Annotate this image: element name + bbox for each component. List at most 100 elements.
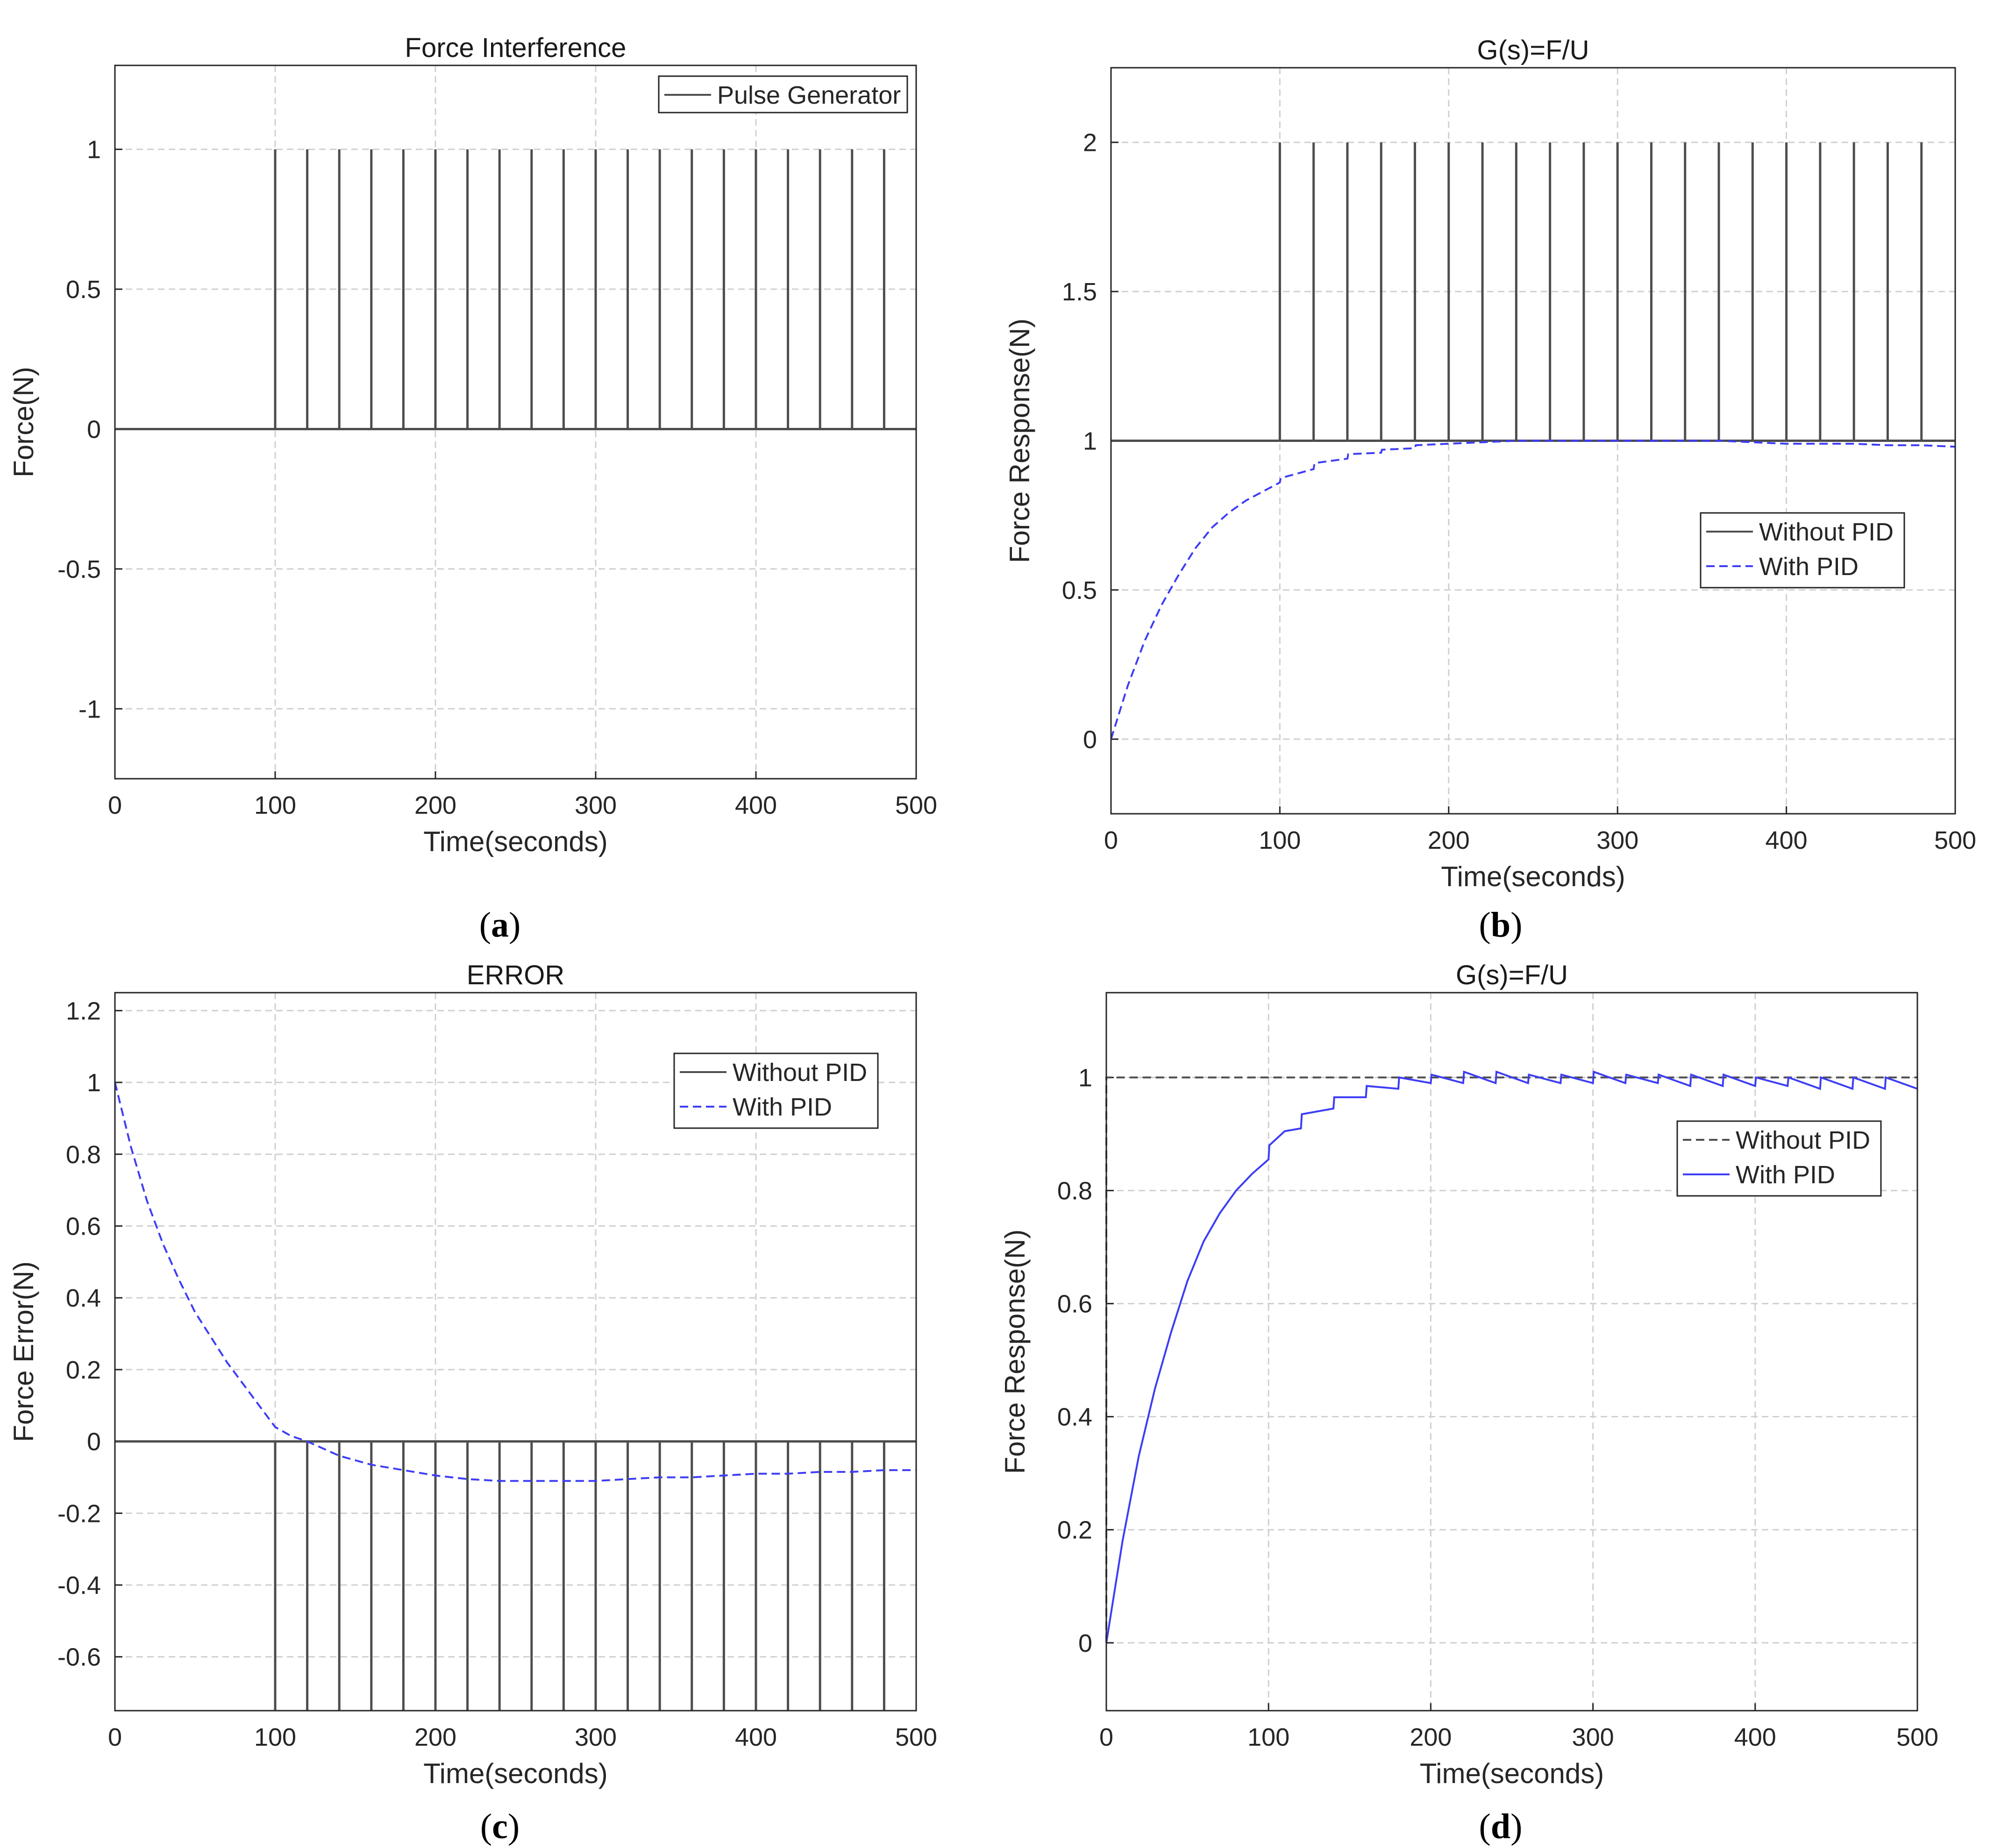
chart-title: Force Interference <box>405 33 627 63</box>
x-tick-label: 400 <box>1734 1723 1776 1751</box>
y-tick-label: -0.5 <box>57 555 101 583</box>
y-axis-label: Force Error(N) <box>8 1261 39 1442</box>
chart-title: ERROR <box>467 960 564 990</box>
series-line <box>1110 440 1956 739</box>
y-tick-label: -0.4 <box>57 1571 101 1599</box>
caption-c: (c) <box>480 1807 520 1846</box>
x-tick-label: 400 <box>735 791 777 819</box>
series-line <box>114 1082 916 1482</box>
x-tick-label: 200 <box>1428 826 1470 854</box>
x-tick-label: 0 <box>1099 1723 1113 1751</box>
legend-label: Without PID <box>733 1059 867 1087</box>
plot-area <box>1106 993 1917 1711</box>
panel-b-force-response: 0 100 200 300 400 500 0 0.5 1 1.5 2 G(s)=F/U Time(se… <box>1004 35 1976 892</box>
x-tick-label: 500 <box>1934 826 1976 854</box>
y-tick-label: 1 <box>87 136 101 164</box>
legend-label: With PID <box>1736 1161 1835 1189</box>
x-tick-label: 300 <box>1572 1723 1614 1751</box>
y-tick-label: 1.5 <box>1062 278 1097 306</box>
y-tick-label: -0.2 <box>57 1500 101 1528</box>
panel-a-force-interference: 0 100 200 300 400 500 -1 -0.5 0 0.5 1 Force Interfe… <box>8 33 937 857</box>
series-without-pid <box>115 1440 916 1711</box>
x-tick-label: 300 <box>575 791 617 819</box>
caption-d: (d) <box>1479 1807 1523 1846</box>
y-axis-label: Force(N) <box>8 367 39 477</box>
x-tick-label: 200 <box>1410 1723 1452 1751</box>
x-axis-label: Time(seconds) <box>1441 861 1625 892</box>
axes-box <box>114 64 917 780</box>
x-tick-label: 100 <box>254 1723 296 1751</box>
x-tick-label: 500 <box>1896 1723 1938 1751</box>
legend-label: With PID <box>1759 553 1859 581</box>
legend-label: Without PID <box>1736 1126 1870 1154</box>
legend: Without PID With PID <box>673 1052 879 1129</box>
legend-label: Without PID <box>1759 518 1894 546</box>
legend-box <box>1700 512 1905 589</box>
x-tick-label: 200 <box>414 791 456 819</box>
chart-title: G(s)=F/U <box>1477 35 1589 65</box>
y-tick-label: 1 <box>87 1069 101 1097</box>
y-tick-label: 0.8 <box>66 1141 101 1169</box>
legend: Without PID With PID <box>1700 512 1905 589</box>
y-tick-label: 1.2 <box>66 997 101 1025</box>
x-axis-label: Time(seconds) <box>423 1758 608 1789</box>
y-tick-label: 1 <box>1083 427 1097 455</box>
y-tick-label: 0 <box>87 1428 101 1456</box>
panel-d-force-response: 0 100 200 300 400 500 0 0.2 0.4 0.6 0.8 1 G(s)=F/U Ti… <box>999 960 1938 1789</box>
y-tick-label: -0.6 <box>57 1643 101 1671</box>
series-with-pid <box>1105 1070 1918 1643</box>
series-with-pid <box>1110 440 1956 739</box>
y-tick-label: 2 <box>1083 129 1097 157</box>
legend-box <box>673 1052 879 1129</box>
x-axis-label: Time(seconds) <box>423 826 608 857</box>
x-tick-label: 200 <box>414 1723 456 1751</box>
y-tick-label: 0.2 <box>1057 1516 1092 1544</box>
axes-box <box>114 992 917 1712</box>
x-tick-label: 400 <box>735 1723 777 1751</box>
x-tick-label: 300 <box>1596 826 1638 854</box>
plot-area <box>115 65 916 779</box>
panel-c-force-error: 0 100 200 300 400 500 -0.6 -0.4 -0.2 0 0.2 0.4 0.6 0.… <box>8 960 937 1789</box>
legend-label: With PID <box>733 1093 832 1121</box>
legend-label: Pulse Generator <box>717 81 901 109</box>
x-tick-label: 100 <box>254 791 296 819</box>
y-axis-label: Force Response(N) <box>1004 319 1035 563</box>
y-tick-label: 0.5 <box>1062 576 1097 604</box>
y-tick-label: 0 <box>1078 1629 1092 1657</box>
x-tick-label: 0 <box>108 1723 122 1751</box>
caption-a: (a) <box>479 905 521 945</box>
x-tick-label: 500 <box>895 1723 937 1751</box>
y-axis-label: Force Response(N) <box>999 1230 1031 1474</box>
y-tick-label: 0.4 <box>66 1284 101 1312</box>
series-line <box>115 1440 916 1711</box>
axes-box <box>1110 67 1956 815</box>
axes-box <box>1105 992 1918 1712</box>
y-tick-label: -1 <box>78 695 101 723</box>
y-tick-label: 0.2 <box>66 1356 101 1384</box>
x-tick-label: 300 <box>575 1723 617 1751</box>
series-with-pid <box>114 1082 916 1482</box>
x-tick-label: 400 <box>1766 826 1808 854</box>
chart-title: G(s)=F/U <box>1456 960 1568 990</box>
legend: Without PID With PID <box>1676 1120 1882 1197</box>
x-tick-label: 0 <box>108 791 122 819</box>
x-tick-label: 500 <box>895 791 937 819</box>
caption-b: (b) <box>1479 905 1523 945</box>
x-tick-label: 0 <box>1104 826 1118 854</box>
y-tick-label: 0.4 <box>1057 1403 1092 1431</box>
x-axis-label: Time(seconds) <box>1420 1758 1604 1789</box>
series-pulse-generator <box>115 149 916 430</box>
y-tick-label: 0 <box>1083 725 1097 753</box>
x-tick-label: 100 <box>1247 1723 1289 1751</box>
y-tick-label: 0.8 <box>1057 1177 1092 1205</box>
series-line <box>115 149 916 430</box>
y-tick-label: 0.6 <box>66 1213 101 1241</box>
x-tick-label: 100 <box>1259 826 1301 854</box>
legend: Pulse Generator <box>658 75 908 114</box>
y-tick-label: 0.6 <box>1057 1290 1092 1318</box>
legend-box <box>1676 1120 1882 1197</box>
y-tick-label: 1 <box>1078 1064 1092 1092</box>
y-tick-label: 0 <box>87 415 101 443</box>
y-tick-label: 0.5 <box>66 276 101 304</box>
